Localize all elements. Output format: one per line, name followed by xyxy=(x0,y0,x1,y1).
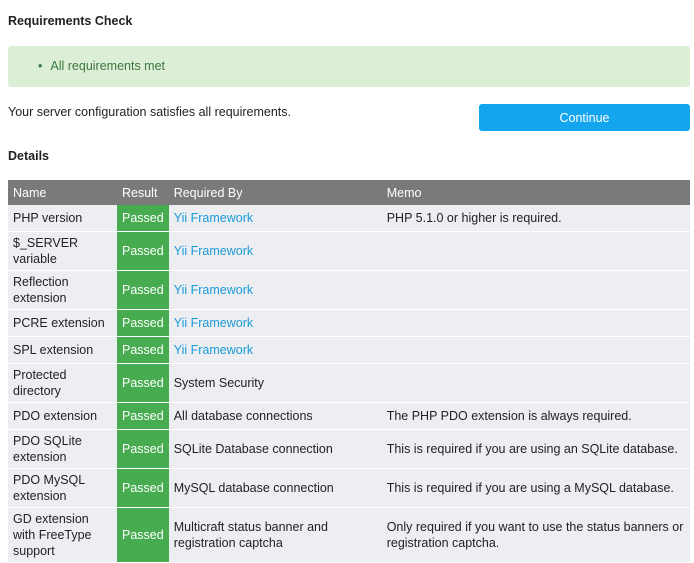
required-by-text: Multicraft status banner and registratio… xyxy=(173,520,328,550)
required-by: All database connections xyxy=(168,402,382,430)
requirement-name: $_SERVER variable xyxy=(8,231,117,271)
required-by: Yii Framework xyxy=(168,205,382,232)
memo: The PHP PDO extension is always required… xyxy=(381,402,690,430)
requirement-name: PDO SQLite extension xyxy=(8,429,117,469)
required-by: Yii Framework xyxy=(168,270,382,310)
result-badge: Passed xyxy=(117,270,169,310)
required-by-text: SQLite Database connection xyxy=(173,442,333,456)
required-by-link[interactable]: Yii Framework xyxy=(173,211,254,225)
table-row: PDO MySQL extension Passed MySQL databas… xyxy=(8,468,690,508)
required-by: Yii Framework xyxy=(168,309,382,337)
requirement-name: PDO extension xyxy=(8,402,117,430)
result-badge: Passed xyxy=(117,402,169,430)
required-by: MySQL database connection xyxy=(168,468,382,508)
requirement-name: PHP version xyxy=(8,205,117,232)
memo xyxy=(381,363,690,403)
table-row: PHP version Passed Yii Framework PHP 5.1… xyxy=(8,205,690,232)
table-row: $_SERVER variable Passed Yii Framework xyxy=(8,231,690,271)
memo: This is required if you are using a MySQ… xyxy=(381,468,690,508)
table-row: SPL extension Passed Yii Framework xyxy=(8,336,690,364)
table-row: GD extension with FreeType support Passe… xyxy=(8,507,690,563)
result-badge: Passed xyxy=(117,205,169,232)
table-row: PCRE extension Passed Yii Framework xyxy=(8,309,690,337)
details-heading: Details xyxy=(8,149,49,163)
result-badge: Passed xyxy=(117,309,169,337)
table-row: Protected directory Passed System Securi… xyxy=(8,363,690,403)
required-by: SQLite Database connection xyxy=(168,429,382,469)
status-message: Your server configuration satisfies all … xyxy=(8,105,292,119)
required-by-link[interactable]: Yii Framework xyxy=(173,316,254,330)
requirement-name: GD extension with FreeType support xyxy=(8,507,117,563)
result-badge: Passed xyxy=(117,363,169,403)
header-name: Name xyxy=(8,180,117,205)
requirement-name: PCRE extension xyxy=(8,309,117,337)
required-by-text: System Security xyxy=(173,376,265,390)
requirement-name: Protected directory xyxy=(8,363,117,403)
result-badge: Passed xyxy=(117,468,169,508)
table-row: PDO SQLite extension Passed SQLite Datab… xyxy=(8,429,690,469)
requirement-name: SPL extension xyxy=(8,336,117,364)
continue-button[interactable]: Continue xyxy=(479,104,690,131)
memo xyxy=(381,270,690,310)
required-by: Multicraft status banner and registratio… xyxy=(168,507,382,563)
header-required-by: Required By xyxy=(168,180,382,205)
requirement-name: Reflection extension xyxy=(8,270,117,310)
requirement-name: PDO MySQL extension xyxy=(8,468,117,508)
required-by-link[interactable]: Yii Framework xyxy=(173,283,254,297)
table-row: PDO extension Passed All database connec… xyxy=(8,402,690,430)
alert-item: All requirements met xyxy=(38,46,690,87)
required-by-link[interactable]: Yii Framework xyxy=(173,343,254,357)
memo xyxy=(381,309,690,337)
result-badge: Passed xyxy=(117,429,169,469)
memo xyxy=(381,336,690,364)
header-memo: Memo xyxy=(381,180,690,205)
memo xyxy=(381,231,690,271)
required-by: System Security xyxy=(168,363,382,403)
memo: Only required if you want to use the sta… xyxy=(381,507,690,563)
memo: This is required if you are using an SQL… xyxy=(381,429,690,469)
success-alert: All requirements met xyxy=(8,46,690,87)
required-by: Yii Framework xyxy=(168,231,382,271)
required-by: Yii Framework xyxy=(168,336,382,364)
result-badge: Passed xyxy=(117,336,169,364)
required-by-link[interactable]: Yii Framework xyxy=(173,244,254,258)
required-by-text: MySQL database connection xyxy=(173,481,334,495)
table-row: Reflection extension Passed Yii Framewor… xyxy=(8,270,690,310)
result-badge: Passed xyxy=(117,231,169,271)
result-badge: Passed xyxy=(117,507,169,563)
header-result: Result xyxy=(117,180,169,205)
required-by-text: All database connections xyxy=(173,409,313,423)
page-title: Requirements Check xyxy=(8,14,133,28)
memo: PHP 5.1.0 or higher is required. xyxy=(381,205,690,232)
requirements-table: Name Result Required By Memo PHP version… xyxy=(8,180,690,563)
